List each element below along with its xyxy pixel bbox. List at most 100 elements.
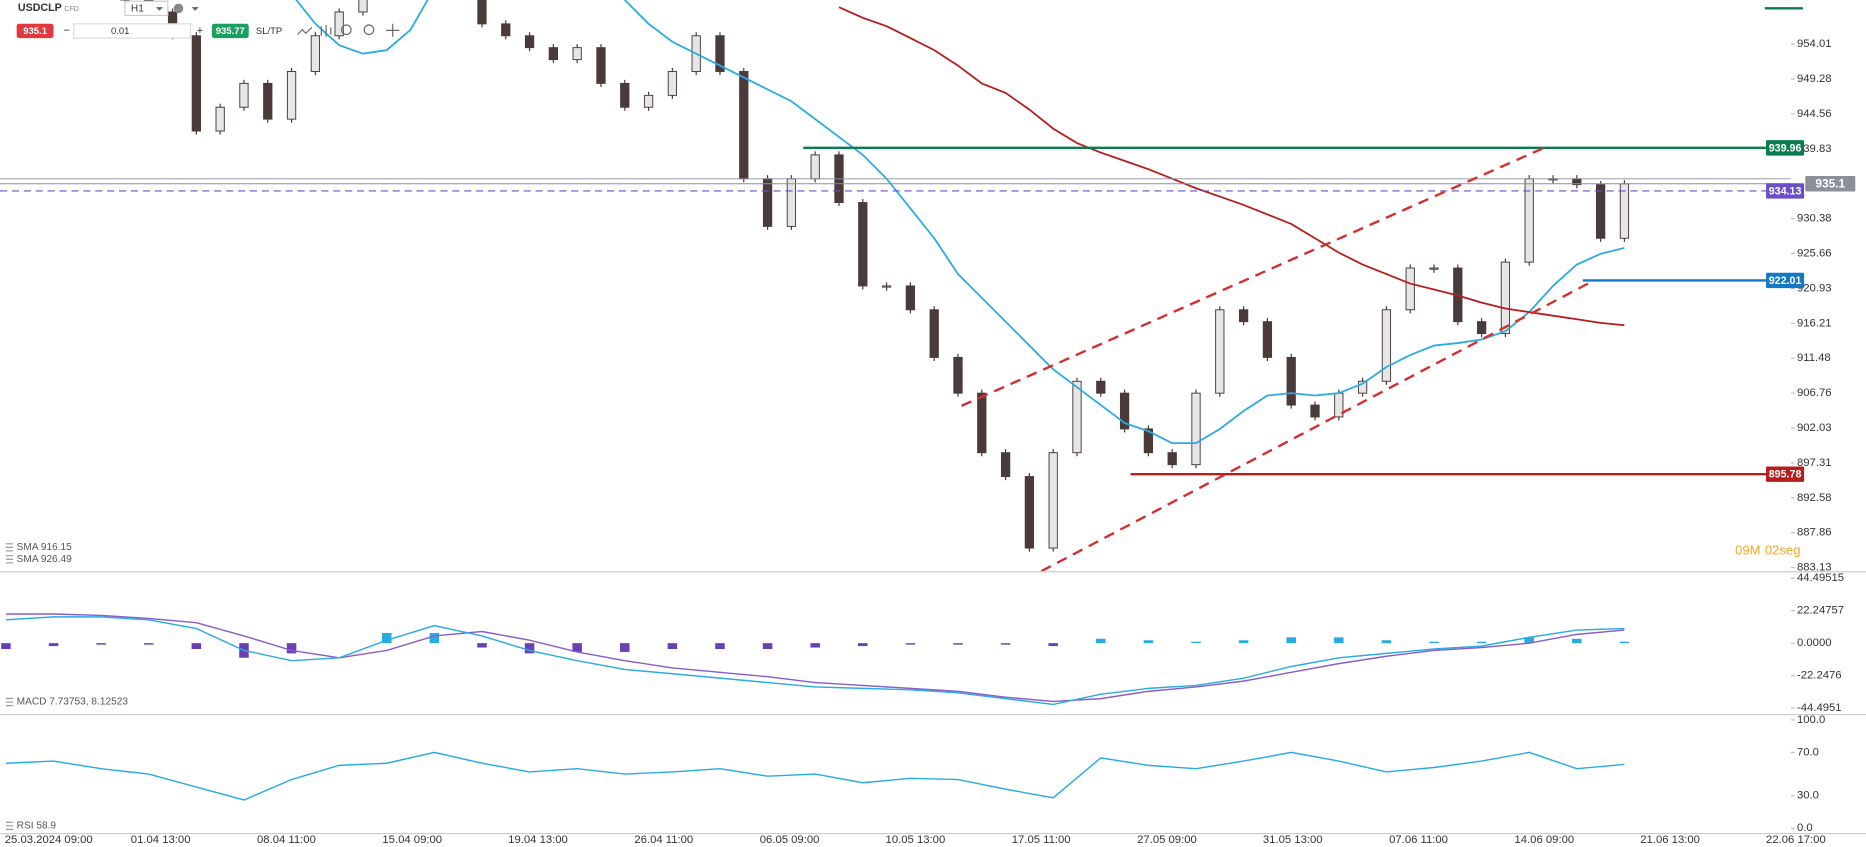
- candle: [929, 309, 939, 358]
- y-tick-label: 70.0: [1797, 746, 1819, 758]
- candle: [596, 47, 606, 84]
- y-tick-label: 30.0: [1797, 790, 1819, 802]
- y-tick-label: 944.56: [1797, 108, 1832, 120]
- volume-input[interactable]: [73, 23, 192, 39]
- macd-bar: [1476, 641, 1487, 644]
- candle: [1167, 452, 1177, 466]
- x-tick-label: 27.05 09:00: [1137, 834, 1197, 846]
- macd-signal: [5, 613, 1625, 703]
- sltp[interactable]: SL/TP: [256, 26, 282, 37]
- candle: [1191, 392, 1201, 466]
- macd-bar: [286, 643, 297, 654]
- menu-icon[interactable]: [5, 543, 14, 830]
- kind: CFD: [64, 5, 79, 13]
- macd-bar: [477, 643, 487, 648]
- candle: [572, 47, 582, 61]
- sma-label: SMA 926.49: [17, 554, 72, 565]
- x-tick-label: 07.06 11:00: [1389, 834, 1448, 846]
- macd-bar: [953, 643, 963, 645]
- candle: [477, 0, 487, 25]
- macd-bar: [429, 632, 440, 644]
- bid: 935.1: [23, 26, 47, 37]
- tool-icons[interactable]: [297, 23, 400, 37]
- candle: [643, 94, 654, 108]
- y-tick-label: -22.2476: [1797, 670, 1842, 682]
- candle: [1000, 452, 1011, 478]
- price-tag-label: 934.13: [1769, 185, 1802, 197]
- candle: [881, 285, 892, 288]
- candle: [715, 35, 725, 72]
- info-icon[interactable]: [173, 3, 184, 14]
- y-tick-label: 911.48: [1797, 352, 1831, 364]
- y-tick-label: 897.31: [1797, 457, 1832, 469]
- y-tick-label: 949.28: [1797, 73, 1832, 85]
- price-tag-label: 935.1: [1815, 177, 1845, 191]
- macd-bar: [1143, 640, 1154, 644]
- timeframe: H1: [131, 4, 144, 15]
- candle: [905, 285, 916, 311]
- macd-label: MACD 7.73753, 8.12523: [17, 697, 129, 708]
- candle: [1238, 309, 1249, 323]
- macd-bar: [858, 643, 868, 647]
- y-tick-label: 22.24757: [1797, 605, 1844, 617]
- toolbar: USDCLP CFD H1 935.1 − 0.01 + 935.77 SL/T…: [16, 0, 400, 39]
- axes: 954.01 949.28 944.56 939.83 930.38 925.66 920.…: [5, 38, 1856, 846]
- macd-bar: [48, 643, 59, 647]
- y-tick-label: 930.38: [1797, 213, 1832, 225]
- macd-line: [5, 616, 1625, 706]
- macd-bar: [1334, 637, 1344, 644]
- macd-bar: [1381, 640, 1392, 644]
- symbol: USDCLP: [18, 2, 62, 14]
- rsi-label: RSI 58.9: [17, 820, 57, 831]
- macd-bar: [1286, 637, 1296, 644]
- x-tick-label: 21.06 13:00: [1640, 834, 1700, 846]
- candle: [1215, 309, 1225, 394]
- price-tag: [1766, 272, 1805, 289]
- macd-bar: [143, 643, 154, 645]
- y-tick-label: 902.03: [1797, 422, 1832, 434]
- sell-button[interactable]: [16, 23, 54, 39]
- macd-bar: [1238, 640, 1249, 644]
- price-tag: [1766, 183, 1805, 199]
- price-tag-label: 939.96: [1769, 142, 1802, 154]
- macd-bar: [1191, 641, 1201, 644]
- indicator-labels: SMA 916.15 SMA 926.49 MACD 7.73753, 8.12…: [5, 542, 129, 831]
- x-tick-label: 01.04 13:00: [131, 834, 191, 846]
- y-tick-label: 0.0: [1797, 822, 1813, 834]
- x-tick-label: 14.06 09:00: [1514, 834, 1574, 846]
- plus[interactable]: +: [197, 25, 204, 37]
- x-tick-label: 17.05 11:00: [1012, 834, 1071, 846]
- macd-bar: [524, 643, 535, 654]
- price-pane: [0, 0, 1792, 572]
- sma-label: SMA 916.15: [17, 542, 72, 553]
- countdown-seconds: 02seg: [1765, 542, 1801, 557]
- macd-bar: [1048, 643, 1058, 647]
- macd-bar: [667, 643, 678, 649]
- candle: [358, 0, 368, 13]
- macd-bar: [382, 632, 392, 644]
- buy-button[interactable]: [211, 23, 249, 39]
- macd-bar: [96, 643, 106, 645]
- candle: [548, 47, 559, 61]
- candle: [191, 35, 201, 132]
- timeframe-select[interactable]: [124, 0, 169, 17]
- price-tag: [1766, 140, 1805, 156]
- candle: [1429, 267, 1439, 270]
- candle: [762, 178, 773, 227]
- candle: [1048, 452, 1058, 549]
- candle: [1310, 404, 1320, 418]
- macd-bar: [762, 643, 773, 649]
- ask: 935.77: [216, 26, 245, 37]
- macd-bar: [620, 643, 630, 652]
- candle: [1381, 309, 1392, 382]
- x-tick-label: 06.05 09:00: [760, 834, 820, 846]
- sma-line: [295, 0, 1625, 445]
- macd-bar: [905, 643, 916, 645]
- macd-bar: [1429, 641, 1439, 644]
- minus[interactable]: −: [63, 25, 70, 37]
- candle: [1262, 321, 1273, 358]
- volume: 0.01: [111, 26, 130, 37]
- candle: [1072, 380, 1082, 454]
- y-tick-label: 925.66: [1797, 247, 1832, 259]
